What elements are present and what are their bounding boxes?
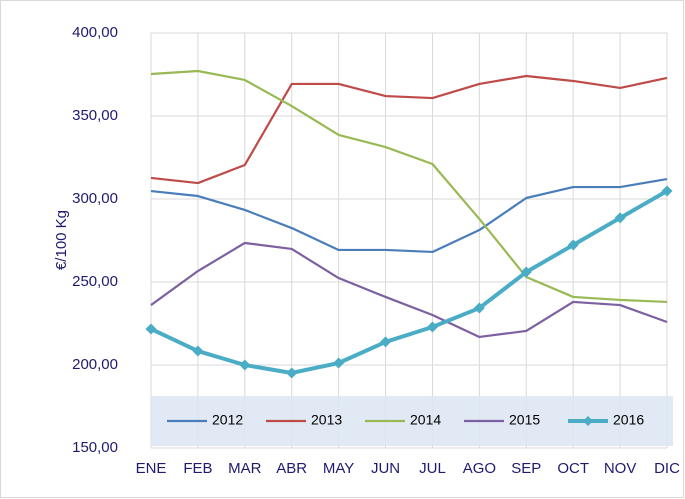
x-tick-label: JUN	[371, 460, 400, 477]
series-line	[150, 177, 668, 254]
legend-label: 2012	[212, 412, 243, 428]
y-tick-label: 150,00	[72, 439, 118, 456]
point-marker	[239, 359, 251, 371]
point-marker	[473, 302, 485, 314]
point-marker	[614, 212, 626, 224]
y-tick-label: 350,00	[72, 107, 118, 124]
x-tick-label: NOV	[604, 460, 637, 477]
x-tick-label: AGO	[463, 460, 496, 477]
series-line	[150, 69, 668, 304]
point-marker	[286, 367, 298, 379]
legend-label: 2015	[509, 412, 540, 428]
point-marker	[380, 336, 392, 348]
y-tick-label: 250,00	[72, 273, 118, 290]
series-line	[150, 241, 668, 339]
y-tick-label: 300,00	[72, 190, 118, 207]
point-marker	[661, 185, 673, 197]
point-marker	[520, 266, 532, 278]
series-line	[150, 74, 668, 185]
point-marker	[426, 321, 438, 333]
legend-marker	[583, 416, 593, 426]
x-tick-label: OCT	[557, 460, 589, 477]
y-tick-label: 200,00	[72, 356, 118, 373]
x-tick-label: SEP	[511, 460, 541, 477]
legend-label: 2013	[311, 412, 342, 428]
point-marker	[333, 357, 345, 369]
x-tick-label: DIC	[654, 460, 680, 477]
x-tick-label: ABR	[276, 460, 307, 477]
point-marker	[567, 239, 579, 251]
series-line	[150, 189, 668, 375]
point-marker	[192, 345, 204, 357]
legend-label: 2016	[613, 412, 644, 428]
x-tick-label: FEB	[183, 460, 212, 477]
point-marker	[145, 323, 157, 335]
legend-label: 2014	[410, 412, 441, 428]
y-axis-label: €/100 Kg	[53, 210, 70, 270]
x-tick-label: MAR	[228, 460, 262, 477]
x-tick-label: ENE	[136, 460, 167, 477]
x-tick-label: JUL	[419, 460, 446, 477]
y-tick-label: 400,00	[72, 24, 118, 41]
x-tick-label: MAY	[323, 460, 354, 477]
